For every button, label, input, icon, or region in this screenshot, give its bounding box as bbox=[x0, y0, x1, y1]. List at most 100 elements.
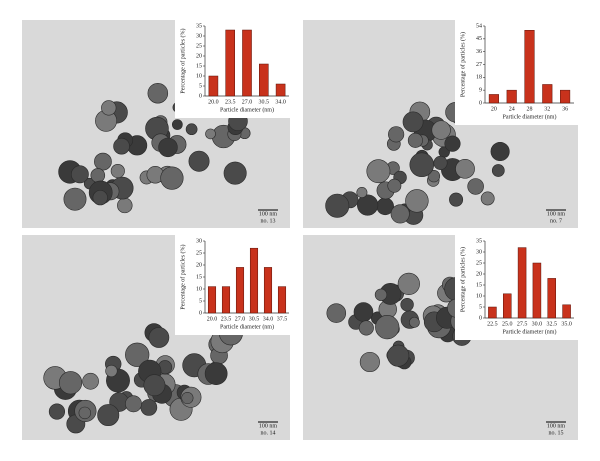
x-tick-label: 32 bbox=[544, 106, 550, 112]
particle bbox=[117, 197, 133, 214]
x-tick-label: 34.0 bbox=[275, 99, 286, 105]
particle bbox=[110, 163, 125, 179]
y-tick-label: 45 bbox=[476, 36, 482, 42]
particle bbox=[205, 128, 216, 140]
bar bbox=[275, 83, 286, 97]
particle bbox=[125, 395, 142, 413]
bar bbox=[259, 63, 269, 97]
particle bbox=[359, 351, 380, 373]
particle bbox=[467, 178, 484, 195]
y-tick-label: 5 bbox=[199, 83, 202, 89]
x-tick-label: 30.5 bbox=[249, 316, 260, 322]
bar bbox=[517, 247, 527, 319]
particle bbox=[105, 364, 118, 378]
particle bbox=[78, 406, 92, 420]
x-tick-label: 22.5 bbox=[487, 321, 498, 327]
inset-background bbox=[455, 20, 580, 125]
x-axis-label: Particle diameter (nm) bbox=[220, 323, 274, 330]
bar bbox=[208, 75, 219, 97]
x-tick-label: 27.0 bbox=[235, 316, 246, 322]
sample-label: no. 7 bbox=[550, 218, 562, 224]
particle bbox=[405, 189, 429, 213]
inset-background bbox=[175, 235, 295, 335]
y-axis-label: Percentage of particles (%) bbox=[179, 28, 186, 93]
y-tick-label: 10 bbox=[476, 293, 482, 299]
particle bbox=[407, 132, 423, 148]
y-tick-label: 0 bbox=[479, 100, 482, 106]
y-tick-label: 0 bbox=[199, 310, 202, 316]
particle bbox=[101, 100, 117, 116]
y-tick-label: 25 bbox=[196, 250, 202, 256]
particle bbox=[491, 164, 505, 177]
x-tick-label: 20.0 bbox=[207, 316, 218, 322]
sample-label: no. 13 bbox=[261, 218, 276, 224]
particle bbox=[356, 187, 368, 198]
particle bbox=[204, 362, 228, 385]
x-tick-label: 23.5 bbox=[225, 99, 236, 105]
bar bbox=[225, 29, 235, 97]
y-tick-label: 36 bbox=[476, 49, 482, 55]
particle bbox=[125, 342, 150, 367]
particle bbox=[431, 120, 451, 140]
particle bbox=[357, 194, 379, 216]
y-tick-label: 20 bbox=[196, 53, 202, 59]
x-tick-label: 27.5 bbox=[517, 321, 528, 327]
particle bbox=[181, 391, 194, 405]
particle bbox=[63, 187, 87, 211]
y-tick-label: 15 bbox=[196, 63, 202, 69]
particle bbox=[433, 155, 448, 170]
x-tick-label: 25.0 bbox=[502, 321, 513, 327]
particle bbox=[427, 170, 441, 183]
x-tick-label: 34.0 bbox=[263, 316, 274, 322]
particle bbox=[171, 119, 183, 130]
particle bbox=[325, 193, 350, 218]
y-tick-label: 20 bbox=[196, 262, 202, 268]
y-tick-label: 15 bbox=[476, 282, 482, 288]
particle bbox=[113, 137, 130, 155]
y-axis-label: Percentage of particles (%) bbox=[459, 32, 466, 97]
x-tick-label: 28 bbox=[527, 106, 533, 112]
y-tick-label: 5 bbox=[199, 298, 202, 304]
bar bbox=[547, 278, 557, 319]
x-tick-label: 24 bbox=[509, 106, 515, 112]
y-tick-label: 25 bbox=[476, 260, 482, 266]
scale-bar-label: 100 nm bbox=[259, 211, 278, 217]
particle bbox=[455, 159, 475, 179]
bar bbox=[488, 306, 497, 319]
y-tick-label: 30 bbox=[196, 238, 202, 244]
bar bbox=[532, 262, 542, 319]
bar bbox=[263, 267, 273, 314]
particle bbox=[160, 166, 184, 190]
particle bbox=[387, 178, 402, 193]
particle bbox=[94, 152, 112, 171]
particle bbox=[158, 137, 178, 158]
particle bbox=[444, 135, 461, 152]
particle bbox=[185, 123, 198, 136]
particle bbox=[449, 192, 464, 207]
particle bbox=[148, 327, 170, 348]
particle bbox=[409, 152, 435, 178]
particle bbox=[147, 82, 169, 104]
bar bbox=[242, 29, 252, 97]
particle bbox=[58, 371, 83, 395]
x-tick-label: 27.0 bbox=[242, 99, 253, 105]
sample-label: no. 15 bbox=[549, 430, 564, 436]
bar bbox=[560, 89, 571, 104]
x-tick-label: 20.0 bbox=[208, 99, 219, 105]
bar bbox=[524, 30, 535, 104]
particle bbox=[188, 150, 210, 172]
y-tick-label: 35 bbox=[476, 238, 482, 244]
particle bbox=[223, 161, 247, 185]
bar bbox=[502, 293, 512, 319]
x-tick-label: 23.5 bbox=[221, 316, 232, 322]
y-tick-label: 35 bbox=[196, 23, 202, 29]
particle bbox=[326, 303, 347, 323]
particle bbox=[374, 288, 388, 301]
scale-bar-label: 100 nm bbox=[547, 211, 566, 217]
bar bbox=[221, 286, 231, 314]
x-tick-label: 30.0 bbox=[532, 321, 543, 327]
x-tick-label: 35.0 bbox=[561, 321, 572, 327]
particle bbox=[358, 320, 374, 336]
particle bbox=[97, 404, 120, 427]
y-tick-label: 25 bbox=[196, 43, 202, 49]
